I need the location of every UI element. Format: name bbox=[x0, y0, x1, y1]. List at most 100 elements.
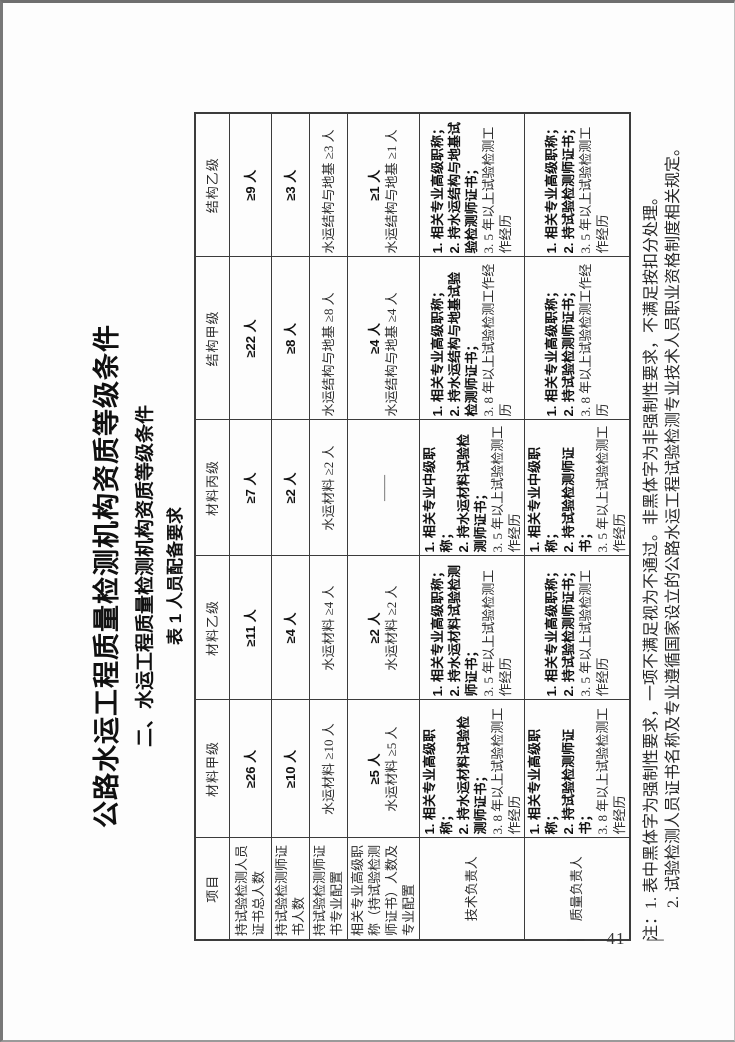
table-cell: ≥4 人 bbox=[271, 556, 309, 700]
title-block: 公路水运工程质量检测机构资质等级条件 二、水运工程质量检测机构资质等级条件 表 … bbox=[91, 161, 186, 991]
cell-line-mandatory: 2. 持试验检测师证书； bbox=[560, 565, 576, 697]
cell-line: 水运材料 ≥2 人 bbox=[320, 445, 336, 531]
page-number: — 41 — bbox=[567, 929, 665, 948]
cell-line-mandatory: 2. 持水运结构与地基试验检测师证书； bbox=[447, 122, 479, 254]
table-cell: ≥8 人 bbox=[271, 257, 309, 420]
table-cell: 1. 相关专业高级职称； 2. 持水运结构与地基试验检测师证书； 3. 5 年以上试… bbox=[419, 113, 524, 257]
cell-line: 3. 5 年以上试验检测工作经历 bbox=[481, 126, 513, 254]
cell-line-mandatory: 1. 相关专业高级职称； bbox=[526, 729, 559, 835]
row-label: 质量负责人 bbox=[524, 838, 630, 940]
row-label: 持试验检测师证书专业配置 bbox=[309, 838, 347, 940]
cell-line: 水运结构与地基 ≥8 人 bbox=[320, 292, 336, 417]
cell-line-mandatory: 1. 相关专业高级职称； bbox=[430, 285, 445, 417]
cell-line: 水运材料 ≥4 人 bbox=[320, 585, 336, 671]
cell-line-mandatory: 2. 持试验检测师证书； bbox=[560, 122, 576, 254]
cell-line: 水运结构与地基 ≥1 人 bbox=[384, 129, 399, 254]
cell-line-mandatory: 2. 持水运材料试验检测师证书； bbox=[447, 565, 479, 697]
table-cell: ≥10 人 bbox=[271, 700, 309, 838]
table-cell: 水运结构与地基 ≥3 人 bbox=[309, 113, 347, 257]
table-cell: ≥7 人 bbox=[229, 420, 271, 556]
column-header-3: 材料丙级 bbox=[195, 420, 229, 556]
table-cell: 水运材料 ≥10 人 bbox=[309, 700, 347, 838]
cell-line-mandatory: 1. 相关专业高级职称； bbox=[430, 122, 445, 254]
table-cell: ≥26 人 bbox=[229, 700, 271, 838]
cell-line-mandatory: ≥8 人 bbox=[282, 323, 298, 354]
cell-line: 3. 8 年以上试验检测工作经历 bbox=[577, 263, 610, 417]
cell-line: 3. 5 年以上试验检测工作经历 bbox=[481, 569, 513, 697]
table-header-row: 项目 材料甲级 材料乙级 材料丙级 结构甲级 结构乙级 bbox=[195, 113, 229, 940]
table-cell: ≥2 人水运材料 ≥2 人 bbox=[347, 556, 419, 700]
column-header-4: 结构甲级 bbox=[195, 257, 229, 420]
cell-line-mandatory: 1. 相关专业高级职称； bbox=[543, 285, 559, 417]
cell-line-mandatory: ≥22 人 bbox=[242, 319, 258, 358]
cell-line-mandatory: 2. 持水运结构与地基试验检测师证书； bbox=[447, 272, 479, 417]
cell-line-mandatory: ≥4 人 bbox=[367, 323, 382, 354]
cell-line-mandatory: ≥10 人 bbox=[282, 749, 298, 789]
cell-line-mandatory: 1. 相关专业高级职称； bbox=[421, 729, 454, 835]
cell-line-mandatory: 2. 持试验检测师证书； bbox=[560, 729, 593, 835]
main-title: 公路水运工程质量检测机构资质等级条件 bbox=[92, 324, 122, 828]
cell-line-mandatory: ≥4 人 bbox=[282, 612, 298, 644]
cell-line-mandatory: 2. 持试验检测师证书； bbox=[560, 285, 576, 417]
table-cell: 1. 相关专业高级职称； 2. 持试验检测师证书； 3. 8 年以上试验检测工作经历 bbox=[524, 700, 630, 838]
table-cell: 1. 相关专业高级职称； 2. 持水运材料试验检测师证书； 3. 8 年以上试验检测… bbox=[419, 700, 524, 838]
table-cell: ≥5 人水运材料 ≥5 人 bbox=[347, 700, 419, 838]
cell-line-mandatory: ≥9 人 bbox=[242, 169, 258, 201]
table-caption: 表 1 人员配备要求 bbox=[166, 507, 185, 645]
cell-line-mandatory: 2. 持试验检测师证书； bbox=[560, 447, 593, 553]
notes-block: 注：1. 表中黑体字为强制性要求，一项不满足视为不通过。非黑体字为非强制性要求，… bbox=[641, 111, 685, 941]
table-cell: 1. 相关专业高级职称； 2. 持试验检测师证书； 3. 5 年以上试验检测工作经历 bbox=[524, 113, 630, 257]
cell-line: —— bbox=[375, 475, 391, 501]
table-row: 质量负责人 1. 相关专业高级职称； 2. 持试验检测师证书； 3. 8 年以上试验检… bbox=[524, 113, 630, 940]
document-body: 公路水运工程质量检测机构资质等级条件 二、水运工程质量检测机构资质等级条件 表 … bbox=[91, 111, 685, 941]
table-row: 技术负责人 1. 相关专业高级职称； 2. 持水运材料试验检测师证书； 3. 8 年以… bbox=[419, 113, 524, 940]
cell-line-mandatory: ≥3 人 bbox=[282, 169, 298, 201]
personnel-requirements-table: 项目 材料甲级 材料乙级 材料丙级 结构甲级 结构乙级 持试验检测人员证书总人数 ≥26 人… bbox=[194, 112, 631, 941]
table-cell: 水运结构与地基 ≥8 人 bbox=[309, 257, 347, 420]
cell-line: 3. 8 年以上试验检测工作经历 bbox=[594, 707, 627, 835]
table-cell: ≥2 人 bbox=[271, 420, 309, 556]
cell-line: 3. 8 年以上试验检测工作经历 bbox=[481, 263, 513, 417]
table-row: 持试验检测师证书专业配置 水运材料 ≥10 人 水运材料 ≥4 人水运材料 ≥2 人… bbox=[309, 113, 347, 940]
table-cell: 1. 相关专业中级职称； 2. 持水运材料试验检测师证书； 3. 5 年以上试验检测… bbox=[419, 420, 524, 556]
cell-line: 3. 5 年以上试验检测工作经历 bbox=[577, 126, 610, 254]
cell-line-mandatory: 1. 相关专业高级职称； bbox=[430, 565, 445, 697]
cell-line-mandatory: 1. 相关专业高级职称； bbox=[543, 122, 559, 254]
table-row: 持试验检测人员证书总人数 ≥26 人 ≥11 人 ≥7 人 ≥22 人 ≥9 人 bbox=[229, 113, 271, 940]
row-label: 相关专业高级职称（持试验检测师证书）人数及专业配置 bbox=[347, 838, 419, 940]
row-label: 技术负责人 bbox=[419, 838, 524, 940]
cell-line: 3. 5 年以上试验检测工作经历 bbox=[489, 425, 522, 553]
cell-line-mandatory: ≥2 人 bbox=[367, 612, 382, 644]
table-cell: 水运材料 ≥4 人 bbox=[309, 556, 347, 700]
section-title: 二、水运工程质量检测机构资质等级条件 bbox=[135, 405, 156, 748]
row-label: 持试验检测师证书人数 bbox=[271, 838, 309, 940]
row-label: 持试验检测人员证书总人数 bbox=[229, 838, 271, 940]
cell-line-mandatory: ≥26 人 bbox=[242, 749, 258, 789]
table-cell: 1. 相关专业高级职称； 2. 持试验检测师证书； 3. 5 年以上试验检测工作经历 bbox=[524, 556, 630, 700]
column-header-5: 结构乙级 bbox=[195, 113, 229, 257]
table-cell: 水运材料 ≥2 人 bbox=[309, 420, 347, 556]
cell-line: 水运结构与地基 ≥4 人 bbox=[384, 292, 399, 417]
table-cell: ≥1 人水运结构与地基 ≥1 人 bbox=[347, 113, 419, 257]
cell-line: 水运材料 ≥5 人 bbox=[384, 726, 399, 812]
cell-line-mandatory: ≥7 人 bbox=[242, 472, 258, 504]
column-header-1: 材料甲级 bbox=[195, 700, 229, 838]
cell-line-mandatory: 1. 相关专业中级职称； bbox=[421, 447, 454, 553]
column-header-0: 项目 bbox=[195, 838, 229, 940]
note-2: 2. 试验检测人员证书名称及专业遵循国家设立的公路水运工程试验检测专业技术人员职… bbox=[664, 139, 682, 908]
table-cell: ≥3 人 bbox=[271, 113, 309, 257]
table-cell: ≥4 人水运结构与地基 ≥4 人 bbox=[347, 257, 419, 420]
table-cell: 1. 相关专业高级职称； 2. 持试验检测师证书； 3. 8 年以上试验检测工作经历 bbox=[524, 257, 630, 420]
table-row: 持试验检测师证书人数 ≥10 人 ≥4 人 ≥2 人 ≥8 人 ≥3 人 bbox=[271, 113, 309, 940]
table-cell: ≥9 人 bbox=[229, 113, 271, 257]
cell-line: 水运材料 ≥10 人 bbox=[320, 723, 336, 815]
cell-line: 3. 8 年以上试验检测工作经历 bbox=[489, 707, 522, 835]
rotated-content: 公路水运工程质量检测机构资质等级条件 二、水运工程质量检测机构资质等级条件 表 … bbox=[3, 3, 732, 1039]
cell-line: 3. 5 年以上试验检测工作经历 bbox=[577, 569, 610, 697]
column-header-2: 材料乙级 bbox=[195, 556, 229, 700]
table-cell: 1. 相关专业中级职称； 2. 持试验检测师证书； 3. 5 年以上试验检测工作经历 bbox=[524, 420, 630, 556]
cell-line-mandatory: ≥11 人 bbox=[242, 609, 258, 647]
cell-line-mandatory: ≥5 人 bbox=[367, 753, 382, 785]
cell-line-mandatory: ≥2 人 bbox=[282, 472, 298, 504]
